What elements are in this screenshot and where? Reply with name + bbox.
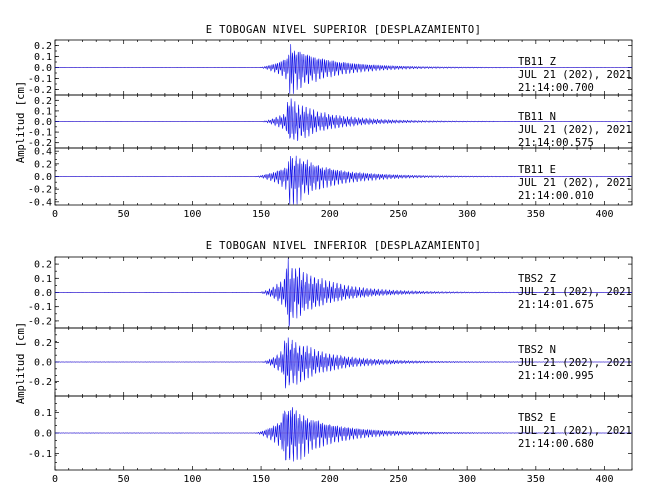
y-tick-label: 0.2 (34, 338, 52, 349)
x-tick-label: 300 (458, 209, 476, 220)
waveform-line (54, 258, 633, 327)
record-time-label: 21:14:01.675 (518, 299, 594, 311)
record-date-label: JUL 21 (202), 2021 (518, 286, 632, 298)
y-tick-label: 0.1 (34, 106, 52, 117)
x-tick-label: 150 (252, 474, 270, 485)
station-component-label: TB11 Z (518, 56, 556, 68)
y-tick-label: 0.2 (34, 41, 52, 52)
x-tick-label: 50 (118, 474, 130, 485)
waveform-line (54, 155, 633, 205)
y-axis-label: Amplitud [cm] (15, 81, 27, 163)
record-date-label: JUL 21 (202), 2021 (518, 177, 632, 189)
waveform-line (55, 337, 633, 389)
y-tick-label: 0.0 (34, 172, 52, 183)
chart-lower-level: E TOBOGAN NIVEL INFERIOR [DESPLAZAMIENTO… (15, 240, 633, 485)
record-time-label: 21:14:00.575 (518, 137, 594, 149)
x-tick-label: 0 (52, 209, 58, 220)
station-component-label: TBS2 E (518, 412, 556, 424)
x-tick-label: 400 (595, 209, 613, 220)
y-tick-label: -0.2 (28, 138, 52, 149)
y-tick-label: 0.0 (34, 358, 52, 369)
y-tick-label: 0.1 (34, 274, 52, 285)
record-time-label: 21:14:00.680 (518, 438, 594, 450)
x-tick-label: 350 (527, 474, 545, 485)
x-tick-label: 400 (595, 474, 613, 485)
waveform-line (54, 98, 633, 141)
y-tick-label: -0.2 (28, 185, 52, 196)
x-tick-label: 100 (183, 474, 201, 485)
x-tick-label: 0 (52, 474, 58, 485)
y-tick-label: -0.1 (28, 302, 52, 313)
y-tick-label: -0.2 (28, 377, 52, 388)
station-component-label: TB11 E (518, 164, 556, 176)
y-tick-label: 0.1 (34, 408, 52, 419)
record-date-label: JUL 21 (202), 2021 (518, 425, 632, 437)
record-date-label: JUL 21 (202), 2021 (518, 69, 632, 81)
y-tick-label: -0.1 (28, 74, 52, 85)
station-component-label: TBS2 Z (518, 273, 556, 285)
chart-upper-level: E TOBOGAN NIVEL SUPERIOR [DESPLAZAMIENTO… (15, 24, 633, 220)
station-component-label: TBS2 N (518, 344, 556, 356)
y-tick-label: 0.1 (34, 52, 52, 63)
y-tick-label: 0.2 (34, 96, 52, 107)
y-tick-label: -0.4 (28, 197, 52, 208)
y-tick-label: 0.0 (34, 288, 52, 299)
record-date-label: JUL 21 (202), 2021 (518, 124, 632, 136)
x-tick-label: 200 (321, 209, 339, 220)
record-time-label: 21:14:00.700 (518, 82, 594, 94)
x-tick-label: 300 (458, 474, 476, 485)
y-tick-label: -0.1 (28, 449, 52, 460)
y-tick-label: 0.0 (34, 117, 52, 128)
record-date-label: JUL 21 (202), 2021 (518, 357, 632, 369)
x-tick-label: 200 (321, 474, 339, 485)
x-tick-label: 50 (118, 209, 130, 220)
y-axis-label: Amplitud [cm] (15, 322, 27, 404)
x-tick-label: 100 (183, 209, 201, 220)
y-tick-label: 0.2 (34, 159, 52, 170)
x-tick-label: 250 (389, 209, 407, 220)
y-tick-label: -0.2 (28, 85, 52, 96)
y-tick-label: 0.0 (34, 429, 52, 440)
station-component-label: TB11 N (518, 111, 556, 123)
waveform-line (54, 44, 632, 94)
x-tick-label: 250 (389, 474, 407, 485)
y-tick-label: 0.0 (34, 63, 52, 74)
chart-title: E TOBOGAN NIVEL SUPERIOR [DESPLAZAMIENTO… (206, 24, 482, 36)
x-tick-label: 350 (527, 209, 545, 220)
y-tick-label: 0.4 (34, 147, 52, 158)
record-time-label: 21:14:00.010 (518, 190, 594, 202)
x-tick-label: 150 (252, 209, 270, 220)
chart-title: E TOBOGAN NIVEL INFERIOR [DESPLAZAMIENTO… (206, 240, 482, 252)
waveform-line (55, 407, 633, 462)
y-tick-label: -0.2 (28, 316, 52, 327)
y-tick-label: 0.2 (34, 260, 52, 271)
record-time-label: 21:14:00.995 (518, 370, 594, 382)
y-tick-label: -0.1 (28, 128, 52, 139)
